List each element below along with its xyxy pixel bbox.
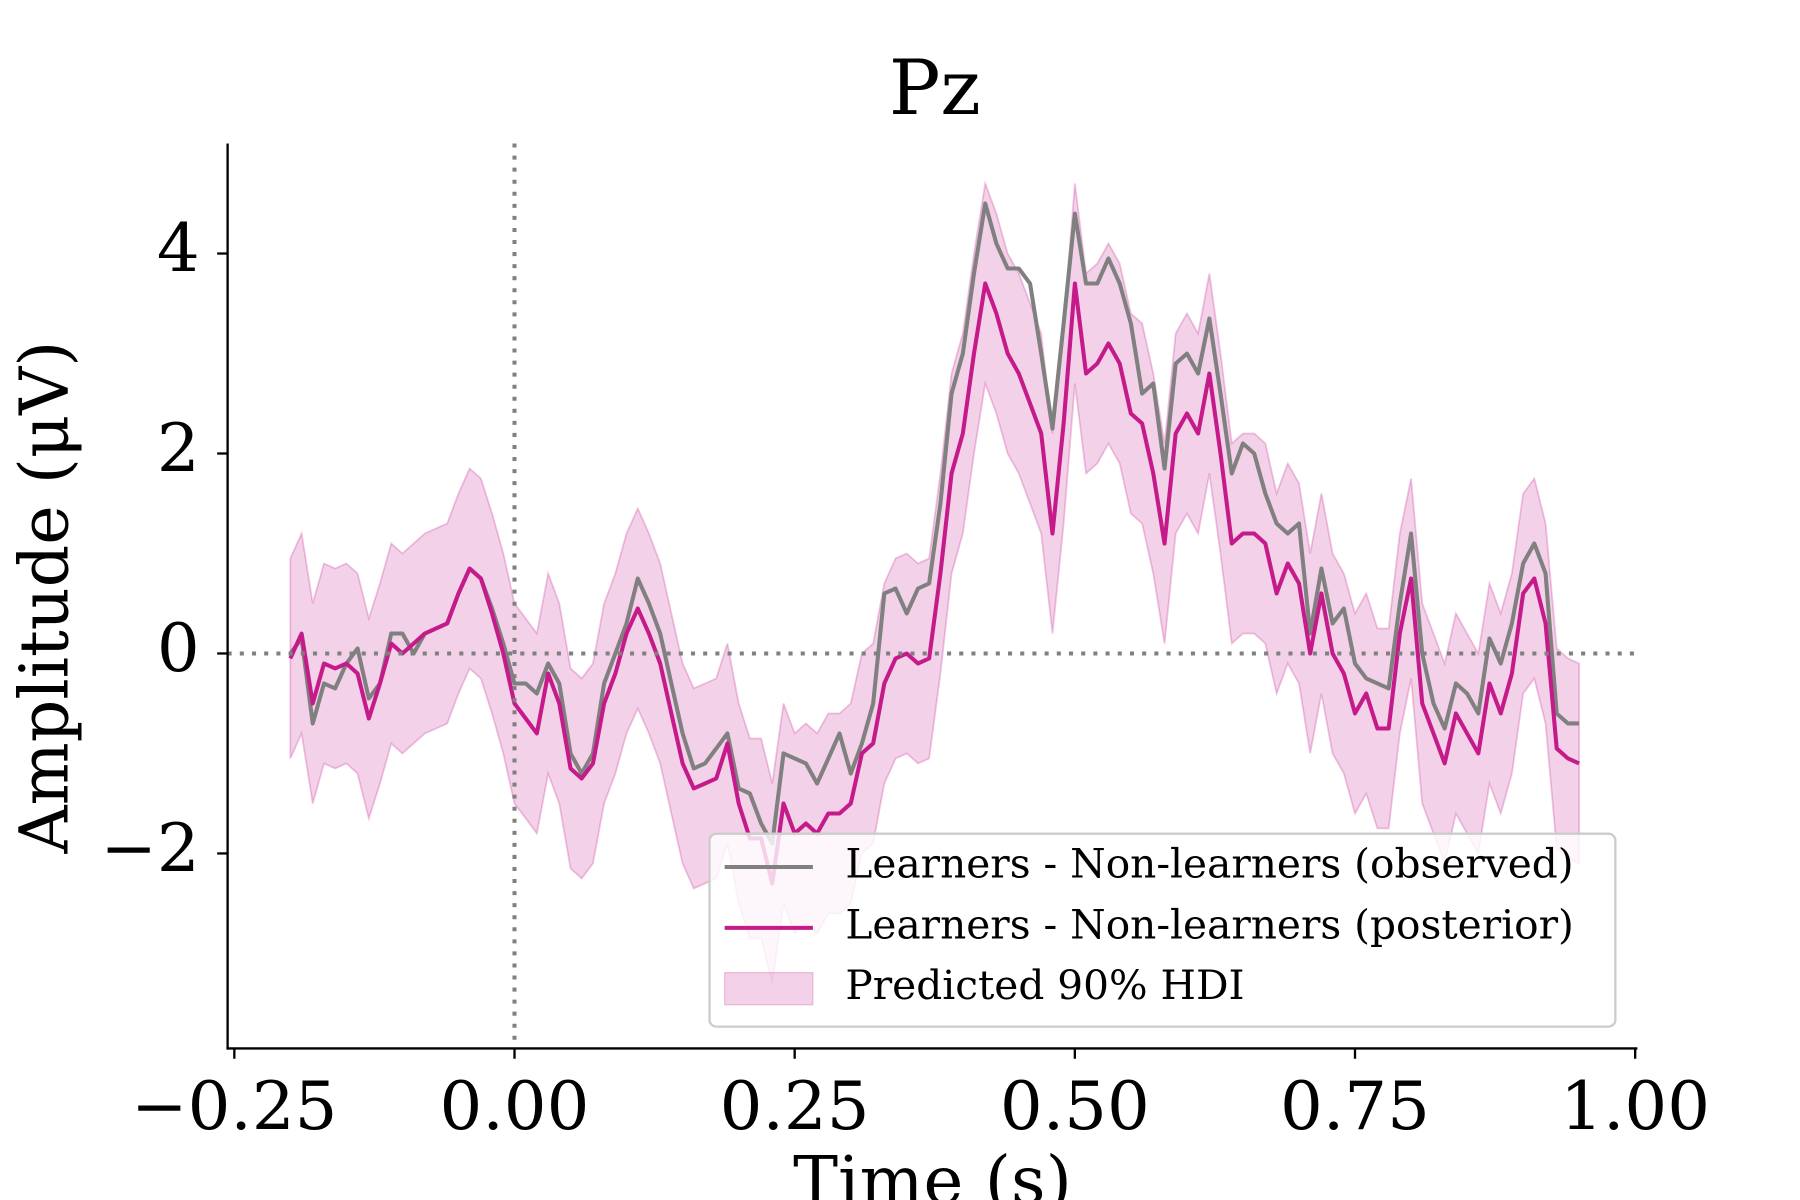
x-tick-label: 0.75 <box>1280 1067 1430 1145</box>
legend-label: Learners - Non-learners (observed) <box>845 840 1573 888</box>
y-axis-label: Amplitude (μV) <box>5 341 83 855</box>
x-axis-label: Time (s) <box>793 1142 1072 1200</box>
legend-label: Learners - Non-learners (posterior) <box>845 901 1573 949</box>
x-tick-label: −0.25 <box>131 1067 337 1145</box>
y-tick-label: 4 <box>157 209 200 287</box>
x-tick-label: 0.50 <box>1000 1067 1150 1145</box>
y-tick-label: 0 <box>157 609 200 687</box>
legend-band-swatch <box>724 972 814 1006</box>
x-tick-label: 1.00 <box>1560 1067 1710 1145</box>
series-line <box>288 281 1580 886</box>
y-tick-label: 2 <box>157 409 200 487</box>
x-tick-label: 0.25 <box>720 1067 870 1145</box>
series-line <box>288 201 1580 846</box>
x-tick-label: 0.00 <box>440 1067 590 1145</box>
y-tick-label: −2 <box>100 809 199 887</box>
chart-title: Pz <box>889 43 981 131</box>
legend-box <box>708 832 1617 1028</box>
legend-label: Predicted 90% HDI <box>845 961 1244 1009</box>
